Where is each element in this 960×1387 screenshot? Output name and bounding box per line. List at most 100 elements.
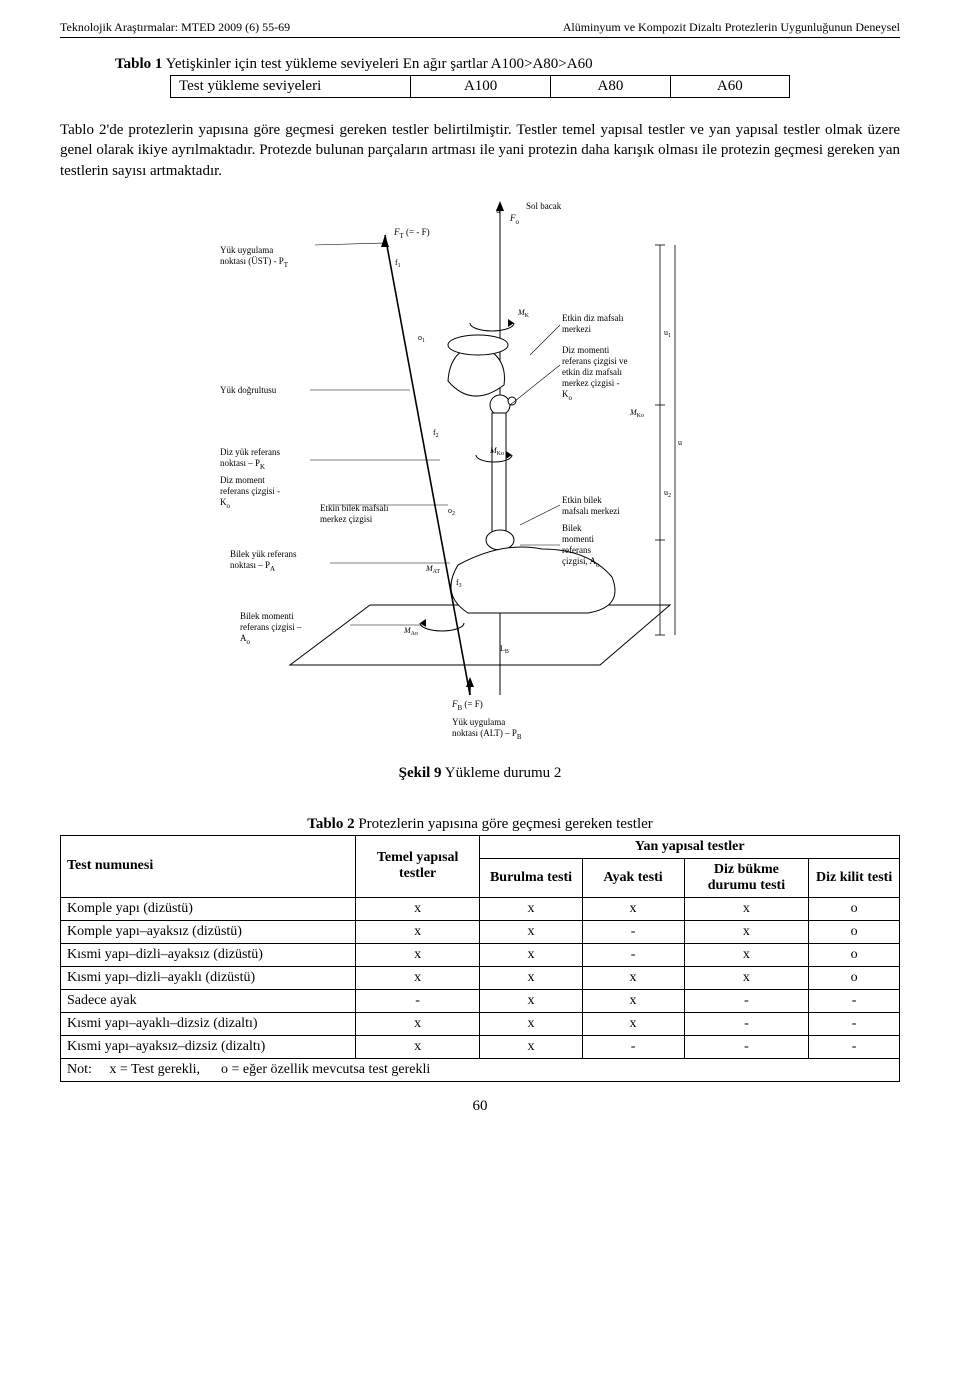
table2-cell: - bbox=[809, 1012, 900, 1035]
diagram-label: Bilek momenti referans çizgisi, Ao bbox=[562, 523, 600, 569]
table2-h-yan: Yan yapısal testler bbox=[480, 835, 900, 858]
table2-cell: Kısmi yapı–ayaksız–dizsiz (dizaltı) bbox=[61, 1035, 356, 1058]
table2-cell: x bbox=[355, 943, 480, 966]
diagram-label: o2 bbox=[448, 506, 455, 517]
diagram-label: FT (= - F) bbox=[393, 227, 430, 240]
table2-h-burulma: Burulma testi bbox=[480, 858, 582, 897]
table2-h-testnumunesi: Test numunesi bbox=[61, 835, 356, 897]
diagram-label: Etkin bilek mafsalı merkez çizgisi bbox=[320, 503, 391, 524]
table2-cell: x bbox=[480, 966, 582, 989]
diagram-label: o1 bbox=[418, 333, 425, 344]
table2-caption-rest: Protezlerin yapısına göre geçmesi gereke… bbox=[355, 816, 653, 832]
table-row: Kısmi yapı–dizli–ayaksız (dizüstü) x x -… bbox=[61, 943, 900, 966]
diagram-label: u2 bbox=[664, 488, 671, 499]
table2-cell: Komple yapı–ayaksız (dizüstü) bbox=[61, 920, 356, 943]
table2-cell: - bbox=[809, 1035, 900, 1058]
table-row: Kısmi yapı–dizli–ayaklı (dizüstü) x x x … bbox=[61, 966, 900, 989]
table2-cell: o bbox=[809, 897, 900, 920]
table2-cell: Kısmi yapı–dizli–ayaksız (dizüstü) bbox=[61, 943, 356, 966]
table2-cell: x bbox=[355, 920, 480, 943]
table2-cell: x bbox=[355, 1035, 480, 1058]
diagram-label: Diz moment referans çizgisi - Ko bbox=[220, 475, 282, 510]
table2-cell: o bbox=[809, 966, 900, 989]
table-row: Komple yapı (dizüstü) x x x x o bbox=[61, 897, 900, 920]
diagram-label: Diz momenti referans çizgisi ve etkin di… bbox=[562, 345, 630, 402]
table-row: Kısmi yapı–ayaklı–dizsiz (dizaltı) x x x… bbox=[61, 1012, 900, 1035]
table2-cell: x bbox=[684, 897, 809, 920]
table2: Test numunesi Temel yapısal testler Yan … bbox=[60, 835, 900, 1082]
table2-cell: - bbox=[684, 1012, 809, 1035]
table2-cell: x bbox=[480, 897, 582, 920]
table-row: Test yükleme seviyeleri A100 A80 A60 bbox=[171, 76, 790, 98]
table2-caption: Tablo 2 Protezlerin yapısına göre geçmes… bbox=[60, 816, 900, 833]
table2-cell: o bbox=[809, 920, 900, 943]
table2-cell: x bbox=[684, 920, 809, 943]
table2-caption-bold: Tablo 2 bbox=[307, 816, 354, 832]
diagram-label: MKo bbox=[629, 408, 644, 419]
diagram-label: Yük uygulama noktası (ALT) – PB bbox=[452, 717, 522, 741]
diagram-label: Etkin bilek mafsalı merkezi bbox=[562, 495, 620, 516]
table2-cell: Komple yapı (dizüstü) bbox=[61, 897, 356, 920]
body-paragraph: Tablo 2'de protezlerin yapısına göre geç… bbox=[60, 120, 900, 181]
table1-c3: A60 bbox=[670, 76, 789, 98]
table2-cell: - bbox=[582, 943, 684, 966]
table1-c1: A100 bbox=[411, 76, 551, 98]
diagram-label: MAo bbox=[403, 626, 418, 637]
diagram-label: u bbox=[496, 206, 500, 215]
figure-caption-rest: Yükleme durumu 2 bbox=[442, 765, 562, 781]
table2-cell: x bbox=[684, 943, 809, 966]
table2-cell: - bbox=[582, 920, 684, 943]
table-row: Komple yapı–ayaksız (dizüstü) x x - x o bbox=[61, 920, 900, 943]
table-row: Sadece ayak - x x - - bbox=[61, 989, 900, 1012]
table2-h-temel: Temel yapısal testler bbox=[355, 835, 480, 897]
figure-caption: Şekil 9 Yükleme durumu 2 bbox=[60, 765, 900, 782]
table2-cell: x bbox=[480, 920, 582, 943]
table2-cell: x bbox=[582, 897, 684, 920]
diagram-label: Bilek yük referans noktası – PA bbox=[230, 549, 299, 573]
diagram-label: MK bbox=[517, 308, 530, 319]
diagram-label: LB bbox=[500, 644, 509, 655]
figure-diagram: u f1 o1 f2 o2 f3 LB u1 u2 u FT (= - F) Y… bbox=[200, 195, 760, 755]
table2-h-ayak: Ayak testi bbox=[582, 858, 684, 897]
diagram-label: Fo bbox=[509, 213, 520, 226]
header-right: Alüminyum ve Kompozit Dizaltı Protezleri… bbox=[563, 20, 900, 35]
diagram-label: Etkin diz mafsalı merkezi bbox=[562, 313, 626, 334]
table1-caption: Tablo 1 Yetişkinler için test yükleme se… bbox=[115, 56, 900, 73]
table2-cell: Kısmi yapı–dizli–ayaklı (dizüstü) bbox=[61, 966, 356, 989]
table1-label: Test yükleme seviyeleri bbox=[171, 76, 411, 98]
diagram-label: Sol bacak bbox=[526, 201, 562, 211]
table2-cell: x bbox=[684, 966, 809, 989]
diagram-label: f2 bbox=[433, 428, 439, 439]
table2-cell: x bbox=[355, 1012, 480, 1035]
header-left: Teknolojik Araştırmalar: MTED 2009 (6) 5… bbox=[60, 20, 290, 35]
diagram-label: MAT bbox=[425, 564, 440, 575]
table1-caption-rest: Yetişkinler için test yükleme seviyeleri… bbox=[162, 56, 592, 72]
table2-cell: x bbox=[480, 989, 582, 1012]
diagram-label: u bbox=[678, 438, 682, 447]
table2-cell: Sadece ayak bbox=[61, 989, 356, 1012]
table-row: Not: x = Test gerekli, o = eğer özellik … bbox=[61, 1058, 900, 1081]
table2-cell: x bbox=[480, 1012, 582, 1035]
diagram-label: FB (= F) bbox=[451, 699, 483, 712]
table-row: Test numunesi Temel yapısal testler Yan … bbox=[61, 835, 900, 858]
table2-cell: - bbox=[355, 989, 480, 1012]
diagram-label: Yük doğrultusu bbox=[220, 385, 277, 395]
table1-caption-bold: Tablo 1 bbox=[115, 56, 162, 72]
diagram-label: Bilek momenti referans çizgisi – Ao bbox=[240, 611, 304, 646]
table2-cell: - bbox=[809, 989, 900, 1012]
table2-cell: - bbox=[582, 1035, 684, 1058]
table2-cell: Kısmi yapı–ayaklı–dizsiz (dizaltı) bbox=[61, 1012, 356, 1035]
table2-h-dizkilit: Diz kilit testi bbox=[809, 858, 900, 897]
page-number: 60 bbox=[60, 1098, 900, 1115]
table2-cell: x bbox=[355, 966, 480, 989]
diagram-label: Diz yük referans noktası – PK bbox=[220, 447, 282, 471]
table2-cell: x bbox=[480, 1035, 582, 1058]
diagram-label: Yük uygulama noktası (ÜST) - PT bbox=[220, 245, 289, 269]
table2-note: Not: x = Test gerekli, o = eğer özellik … bbox=[61, 1058, 900, 1081]
table2-cell: x bbox=[582, 1012, 684, 1035]
table2-cell: x bbox=[582, 989, 684, 1012]
table1-c2: A80 bbox=[551, 76, 670, 98]
table2-cell: - bbox=[684, 989, 809, 1012]
table2-cell: x bbox=[355, 897, 480, 920]
page-header: Teknolojik Araştırmalar: MTED 2009 (6) 5… bbox=[60, 20, 900, 38]
